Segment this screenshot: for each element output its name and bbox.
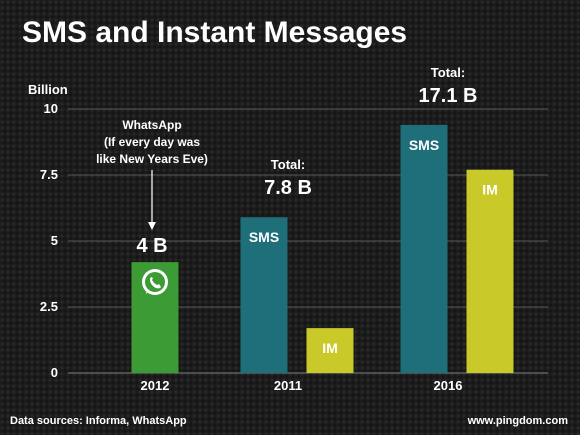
bar-2016-sms <box>400 124 448 373</box>
data-sources: Data sources: Informa, WhatsApp <box>10 415 187 427</box>
whatsapp-annotation-line-3: like New Years Eve) <box>96 152 208 166</box>
y-tick-labels: 0 2.5 5 7.5 10 <box>40 101 58 380</box>
chart-title: SMS and Instant Messages <box>22 16 407 49</box>
y-tick-label: 0 <box>51 365 58 380</box>
site-url: www.pingdom.com <box>467 415 569 427</box>
whatsapp-icon <box>142 269 168 295</box>
bars: SMS IM SMS IM <box>131 124 514 373</box>
x-tick-labels: 2012 2011 2016 <box>141 378 463 393</box>
bar-label-2016-sms: SMS <box>409 137 439 153</box>
x-tick-label: 2012 <box>141 378 170 393</box>
annotation-arrow <box>148 170 156 230</box>
total-value-2016: 17.1 B <box>419 85 478 107</box>
x-tick-label: 2016 <box>434 378 463 393</box>
bar-2011-sms <box>240 217 288 373</box>
y-tick-label: 7.5 <box>40 167 58 182</box>
x-tick-label: 2011 <box>274 378 302 393</box>
bar-label-2016-im: IM <box>482 182 498 198</box>
whatsapp-annotation-line-2: (If every day was <box>104 135 200 149</box>
y-axis-label: Billion <box>28 82 68 97</box>
total-label-2011: Total: <box>271 157 305 172</box>
y-tick-label: 10 <box>44 101 58 116</box>
bar-label-2011-im: IM <box>322 340 338 356</box>
whatsapp-annotation-line-1: WhatsApp <box>122 118 181 132</box>
total-value-2011: 7.8 B <box>264 177 312 199</box>
bar-2011-im <box>306 328 354 373</box>
total-label-2016: Total: <box>431 65 465 80</box>
bar-2016-im <box>466 169 514 373</box>
y-tick-label: 2.5 <box>40 299 58 314</box>
y-tick-label: 5 <box>51 233 58 248</box>
whatsapp-value-label: 4 B <box>136 235 167 257</box>
bar-label-2011-sms: SMS <box>249 229 279 245</box>
